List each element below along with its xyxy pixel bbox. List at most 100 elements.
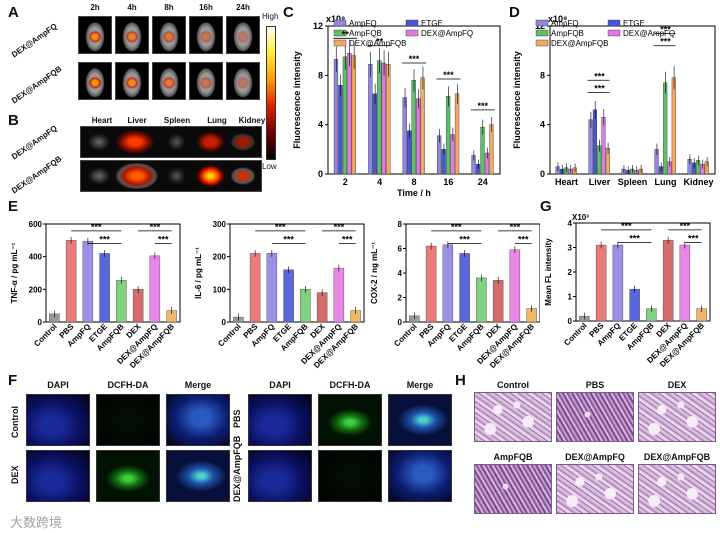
significance-label: *** xyxy=(680,221,691,231)
column-label: DAPI xyxy=(269,380,291,390)
y-tick-label: 8 xyxy=(318,70,323,80)
organ-label: Kidney xyxy=(238,116,266,125)
y-tick-label: 400 xyxy=(29,253,43,262)
y-tick-label: 2 xyxy=(568,268,573,277)
mouse-image-tile xyxy=(78,62,112,100)
row-label: DEX@AmpFQ xyxy=(10,21,59,60)
histology-label: PBS xyxy=(585,380,605,390)
fluorescence-tile xyxy=(26,450,90,502)
bar xyxy=(597,145,602,175)
y-tick-label: 600 xyxy=(29,220,43,229)
significance-label: *** xyxy=(342,235,353,245)
axis-exponent: X10³ xyxy=(572,213,589,222)
y-tick-label: 300 xyxy=(213,220,227,229)
fluorescence-tile xyxy=(388,394,452,446)
bar xyxy=(601,117,606,175)
time-label: 4h xyxy=(127,3,137,12)
histology-label: DEX xyxy=(667,380,687,390)
legend-swatch xyxy=(333,19,347,27)
bar xyxy=(662,239,674,322)
bar xyxy=(381,62,386,175)
row-label: DEX@AmpFQ xyxy=(10,123,59,162)
y-axis-label: COX-2 / ng mL⁻¹ xyxy=(370,242,379,304)
fluorescence-tile xyxy=(166,394,230,446)
x-tick-label: 8 xyxy=(411,177,416,187)
organ-image-tile xyxy=(80,160,262,192)
x-tick-label: Control xyxy=(562,321,588,347)
y-axis-label: Fluorescence intensity xyxy=(512,51,522,149)
panel-label-c: C xyxy=(283,4,294,21)
x-tick-label: 24 xyxy=(478,177,488,187)
x-tick-label: Lung xyxy=(655,177,677,187)
legend-label: DEX@AmpFQB xyxy=(349,39,406,48)
bar xyxy=(372,93,377,175)
significance-label: *** xyxy=(660,37,671,47)
fluorescence-tile xyxy=(96,450,160,502)
significance-label: *** xyxy=(443,70,454,80)
y-axis-label: Fluorescence intensity xyxy=(292,51,302,149)
significance-label: *** xyxy=(688,234,699,244)
x-tick-label: 16 xyxy=(443,177,453,187)
bar xyxy=(625,170,630,175)
y-axis-label: TNF-α / pg mL⁻¹ xyxy=(10,242,19,303)
significance-label: *** xyxy=(99,235,110,245)
column-label: DCFH-DA xyxy=(107,380,149,390)
mouse-image-tile xyxy=(189,16,223,54)
bar xyxy=(377,60,382,175)
y-tick-label: 0 xyxy=(318,169,323,179)
legend-swatch xyxy=(535,19,549,27)
mouse-image-tile xyxy=(189,62,223,100)
bar xyxy=(402,97,407,175)
bar xyxy=(492,280,504,323)
bar xyxy=(82,240,94,323)
bar xyxy=(588,119,593,175)
bar xyxy=(368,64,373,175)
fluorescence-tile xyxy=(166,450,230,502)
column-label: DAPI xyxy=(47,380,69,390)
bar xyxy=(605,147,610,175)
plot-frame xyxy=(45,223,181,323)
significance-label: *** xyxy=(629,234,640,244)
significance-label: *** xyxy=(594,71,605,81)
y-tick-label: 6 xyxy=(398,245,403,254)
x-tick-label: Kidney xyxy=(683,177,713,187)
y-tick-label: 100 xyxy=(213,285,227,294)
bar xyxy=(630,168,635,175)
legend-label: AmpFQ xyxy=(349,19,377,28)
bar xyxy=(475,163,481,175)
histology-tile xyxy=(638,464,716,514)
row-label: Control xyxy=(10,406,20,439)
bar xyxy=(283,269,294,323)
axis-exponent: x10⁹ xyxy=(548,14,567,24)
y-tick-label: 8 xyxy=(540,70,545,80)
bar xyxy=(704,161,709,175)
bar xyxy=(347,52,352,175)
legend-swatch xyxy=(405,19,419,27)
panel-label-g: G xyxy=(540,198,552,215)
bar xyxy=(65,240,77,323)
bar xyxy=(559,168,564,175)
bar xyxy=(509,249,521,323)
bar xyxy=(342,56,348,175)
y-tick-label: 200 xyxy=(29,285,43,294)
bar xyxy=(316,292,328,323)
histology-tile xyxy=(638,392,716,442)
column-label: DCFH-DA xyxy=(329,380,371,390)
histology-label: DEX@AmpFQ xyxy=(565,452,625,462)
axis-exponent: x10⁹ xyxy=(326,14,345,24)
bar xyxy=(333,59,339,175)
legend-swatch xyxy=(607,29,621,37)
organ-label: Liver xyxy=(127,116,147,125)
significance-label: *** xyxy=(518,235,529,245)
significance-label: *** xyxy=(660,24,671,34)
colorbar-low-label: Low xyxy=(262,162,277,171)
y-tick-label: 8 xyxy=(398,220,403,229)
bar xyxy=(691,162,696,175)
watermark: 大数跨境 xyxy=(10,515,63,530)
row-label: DEX@AmpFQB xyxy=(10,154,64,196)
x-tick-label: Heart xyxy=(555,177,578,187)
x-tick-label: 4 xyxy=(377,177,382,187)
